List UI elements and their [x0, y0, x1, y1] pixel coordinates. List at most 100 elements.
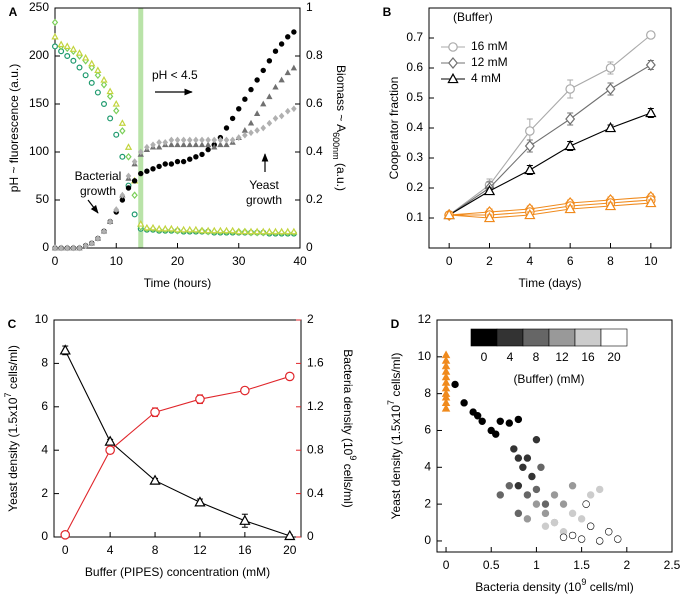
marker: [541, 509, 550, 518]
label-part: cells/ml): [389, 353, 403, 400]
y-tick-label: 0: [42, 240, 49, 254]
marker: [242, 96, 248, 102]
marker: [144, 168, 150, 174]
y2-tick-label: 2: [307, 312, 314, 326]
marker: [119, 191, 126, 199]
y-tick-label: 8: [424, 386, 431, 400]
marker: [124, 143, 133, 150]
marker: [131, 178, 138, 184]
colorbar-tick-label: 0: [481, 350, 488, 364]
colorbar-block: [522, 328, 550, 347]
marker: [254, 127, 260, 134]
marker: [524, 208, 536, 220]
marker: [441, 389, 451, 397]
marker: [94, 89, 101, 96]
marker: [199, 136, 205, 144]
colorbar-tick-label: 16: [581, 350, 595, 364]
legend-marker: [448, 57, 458, 69]
x-tick-label: 0: [52, 254, 59, 268]
label-part: cells/ml): [586, 580, 633, 594]
marker: [483, 184, 496, 196]
y2-tick-label: 1.2: [307, 399, 324, 413]
marker: [217, 136, 224, 144]
marker: [186, 225, 194, 233]
colorbar-tick-label: 20: [607, 350, 621, 364]
marker: [180, 141, 187, 148]
y-tick-label: 2: [41, 486, 48, 500]
marker: [51, 18, 59, 27]
y2-tick-label: 0.2: [306, 192, 323, 206]
marker: [278, 76, 285, 83]
marker: [205, 146, 211, 153]
marker: [155, 143, 163, 150]
marker: [186, 136, 193, 144]
marker: [291, 105, 297, 113]
colorbar-block: [600, 328, 628, 347]
plot-frame: [436, 319, 673, 553]
series-line: [449, 202, 651, 219]
series-line: [64, 350, 290, 537]
label-part: 9: [581, 577, 586, 587]
marker: [532, 435, 541, 444]
marker: [162, 139, 169, 146]
y2-tick-label: 0.8: [306, 48, 323, 62]
marker: [217, 141, 224, 148]
marker: [254, 77, 260, 83]
x-tick-label: 0: [446, 254, 453, 268]
x-tick-label: 8: [607, 254, 614, 268]
marker: [150, 166, 156, 172]
marker: [51, 43, 58, 50]
y-tick-label: 200: [29, 48, 49, 62]
marker: [284, 371, 295, 382]
marker: [483, 211, 496, 223]
marker: [284, 529, 296, 541]
marker: [260, 100, 267, 107]
marker: [514, 482, 523, 490]
y-tick-label: 0.4: [406, 120, 423, 134]
marker: [523, 515, 532, 523]
marker: [193, 154, 199, 160]
marker: [198, 141, 206, 148]
label-part: Bacteria density (10: [475, 580, 581, 594]
marker: [88, 239, 95, 247]
marker: [290, 227, 298, 235]
marker: [586, 522, 595, 530]
y-tick-label: 0: [41, 529, 48, 543]
y-tick-label: 0.3: [406, 150, 423, 164]
marker: [605, 63, 616, 73]
colorbar-block: [470, 328, 498, 347]
label-part: (a.u.): [334, 160, 348, 191]
y-tick-label: 8: [41, 356, 48, 370]
colorbar-block: [548, 328, 576, 347]
marker: [174, 141, 181, 148]
marker: [265, 227, 274, 235]
marker: [162, 161, 168, 167]
marker: [253, 110, 261, 116]
marker: [524, 163, 536, 175]
marker: [100, 75, 108, 83]
marker: [441, 378, 451, 386]
marker: [100, 100, 107, 107]
legend-label: 12 mM: [471, 55, 508, 69]
marker: [595, 537, 604, 545]
marker: [242, 131, 248, 139]
x-tick-label: 0: [443, 558, 450, 572]
marker: [510, 445, 518, 453]
marker: [266, 58, 273, 64]
marker: [272, 48, 279, 54]
series-line: [64, 375, 290, 536]
marker: [505, 419, 514, 427]
y-tick-label: 0: [424, 533, 431, 547]
x-tick-label: 4: [526, 254, 533, 268]
y2-axis-label: Biomass ~ A600nm (a.u.): [331, 65, 348, 191]
marker: [156, 139, 162, 146]
marker: [205, 136, 211, 144]
marker: [168, 141, 175, 148]
marker: [94, 66, 102, 74]
marker: [473, 412, 482, 420]
marker: [82, 242, 89, 249]
marker: [119, 127, 126, 135]
marker: [119, 153, 126, 160]
legend-label: 4 mM: [471, 71, 501, 85]
